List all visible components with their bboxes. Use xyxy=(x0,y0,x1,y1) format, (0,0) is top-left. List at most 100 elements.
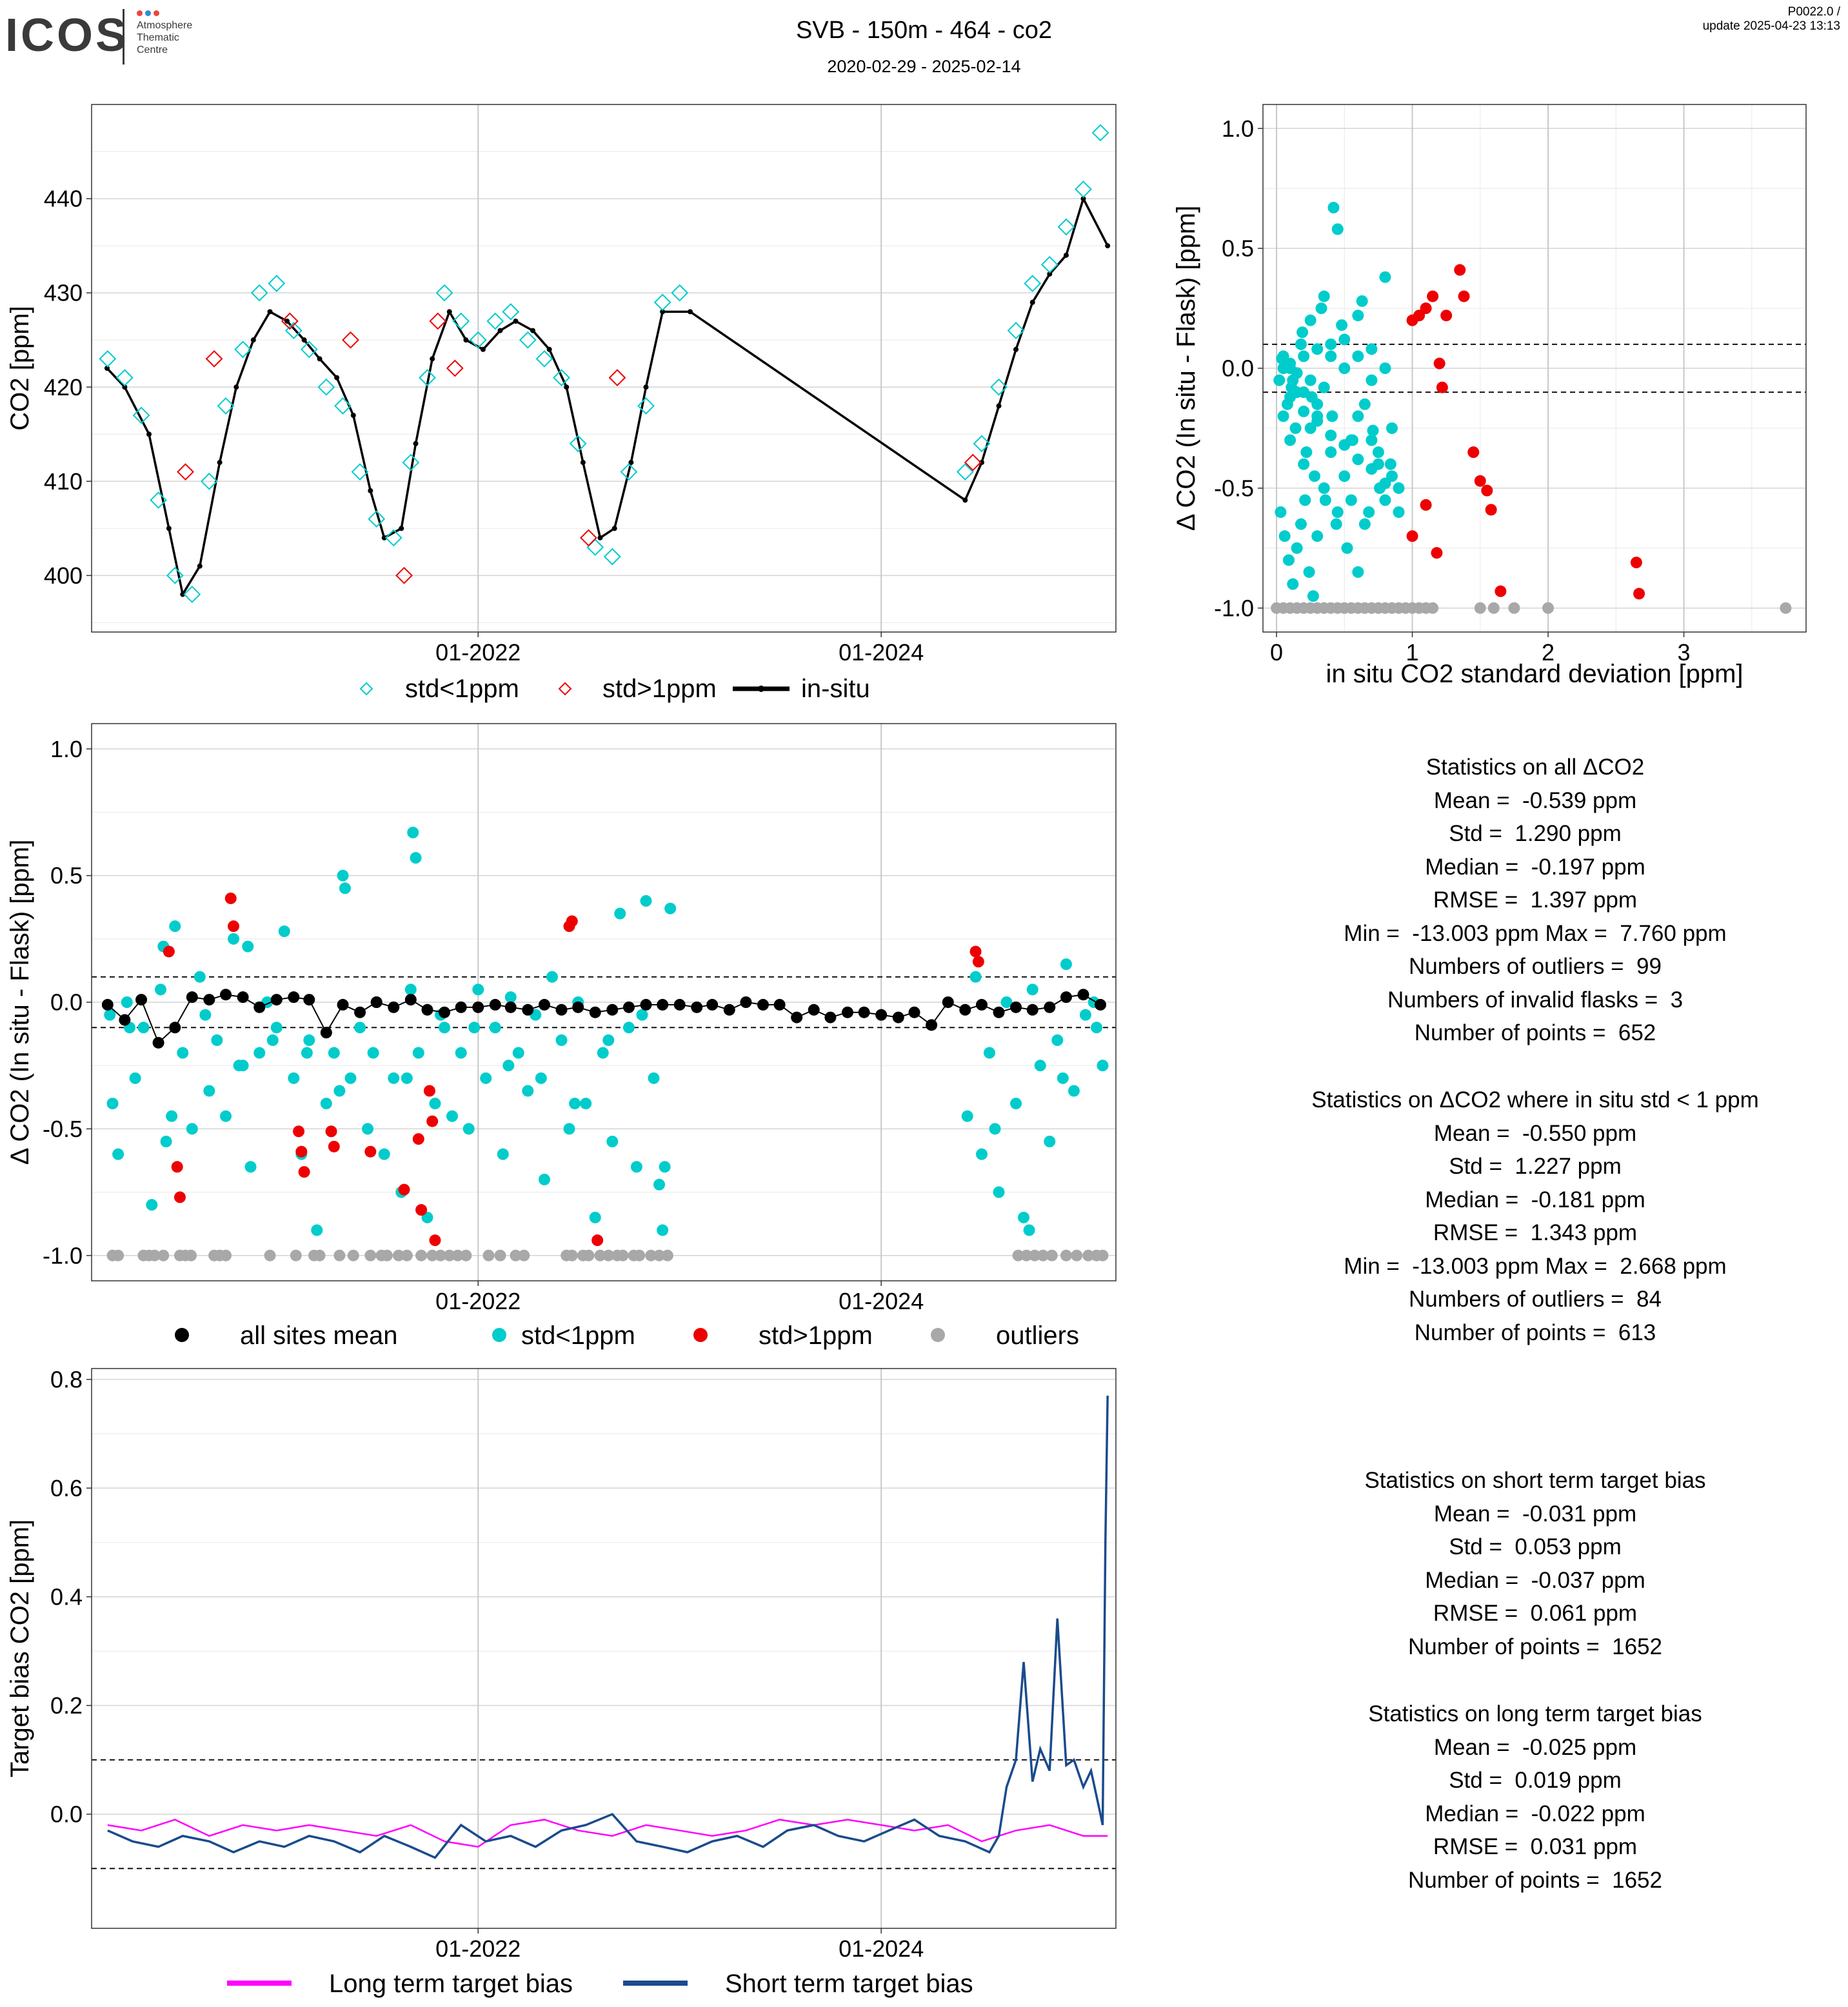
insitu-point xyxy=(996,403,1002,409)
mean-point xyxy=(773,998,786,1011)
legend-outliers-symbol xyxy=(931,1328,945,1342)
stats-line: Statistics on short term target bias xyxy=(1364,1468,1706,1493)
std-gt1-point xyxy=(1467,446,1480,459)
std-lt1-point xyxy=(630,1161,642,1173)
legend-label: outliers xyxy=(996,1321,1079,1350)
std-lt1-point xyxy=(614,907,626,920)
stats-line: Statistics on ΔCO2 where in situ std < 1… xyxy=(1311,1087,1759,1112)
std-gt1-point xyxy=(398,1183,410,1196)
std-lt1-point xyxy=(1358,518,1371,530)
legend-label: std<1ppm xyxy=(521,1321,635,1350)
mean-point xyxy=(303,994,315,1006)
std-lt1-point xyxy=(1366,343,1378,355)
std-lt1-point xyxy=(1393,482,1405,494)
std-lt1-diamond xyxy=(419,369,436,387)
insitu-point xyxy=(643,384,649,390)
outlier-point xyxy=(1427,602,1439,614)
insitu-point xyxy=(368,488,373,493)
y-tick-label: -1.0 xyxy=(1214,595,1254,621)
insitu-point xyxy=(979,460,984,466)
outlier-point xyxy=(566,1249,578,1261)
logo-subtitle-line: Thematic xyxy=(137,32,179,43)
insitu-point xyxy=(381,535,387,540)
mean-point xyxy=(640,998,652,1011)
std-gt1-diamond xyxy=(964,453,982,471)
mean-point xyxy=(555,1004,568,1016)
std-lt1-point xyxy=(472,984,484,996)
mean-point xyxy=(808,1004,820,1016)
x-tick-label: 2 xyxy=(1542,639,1555,666)
legend-label: std>1ppm xyxy=(602,675,717,703)
outlier-point xyxy=(426,1249,439,1261)
std-lt1-point xyxy=(1379,271,1391,283)
std-lt1-point xyxy=(112,1148,124,1160)
outlier-point xyxy=(494,1249,506,1261)
update-label: update 2025-04-23 13:13 xyxy=(1702,19,1840,33)
mean-point xyxy=(169,1022,181,1034)
mean-point xyxy=(203,994,215,1006)
std-lt1-point xyxy=(1352,410,1364,422)
outlier-point xyxy=(415,1249,428,1261)
std-lt1-point xyxy=(1325,338,1337,350)
insitu-point xyxy=(463,337,469,343)
std-gt1-point xyxy=(174,1191,186,1203)
std-lt1-point xyxy=(367,1047,379,1059)
std-lt1-point xyxy=(344,1072,357,1084)
insitu-point xyxy=(1029,299,1035,305)
outlier-point xyxy=(157,1249,170,1261)
std-lt1-diamond xyxy=(990,378,1008,396)
std-lt1-point xyxy=(1393,506,1405,519)
std-lt1-point xyxy=(589,1211,601,1223)
std-lt1-point xyxy=(1023,1224,1035,1236)
std-lt1-diamond xyxy=(368,510,386,528)
std-gt1-point xyxy=(1440,310,1453,322)
std-lt1-point xyxy=(969,971,982,983)
y-tick-label: 0.0 xyxy=(50,1801,83,1828)
std-lt1-point xyxy=(1304,314,1316,326)
std-lt1-point xyxy=(429,1098,441,1110)
stats-dco2-std-lt1: Statistics on ΔCO2 where in situ std < 1… xyxy=(1264,1083,1806,1349)
stats-line: Statistics on long term target bias xyxy=(1368,1701,1702,1726)
insitu-point xyxy=(197,563,203,569)
std-lt1-point xyxy=(1311,530,1324,542)
stats-line: RMSE = 1.397 ppm xyxy=(1433,887,1638,913)
y-tick-label: 0.0 xyxy=(1222,355,1254,382)
mean-point xyxy=(439,1006,451,1018)
insitu-point xyxy=(962,497,968,503)
stats-line: Median = -0.037 ppm xyxy=(1425,1567,1645,1593)
x-tick-label: 01-2024 xyxy=(839,639,924,666)
outlier-point xyxy=(148,1249,161,1261)
std-lt1-diamond xyxy=(183,586,201,603)
std-lt1-point xyxy=(1311,343,1324,355)
insitu-point xyxy=(180,591,186,597)
std-lt1-point xyxy=(1000,996,1013,1008)
outlier-point xyxy=(617,1249,629,1261)
std-lt1-point xyxy=(339,882,351,895)
std-lt1-point xyxy=(1308,470,1320,482)
std-lt1-point xyxy=(1276,353,1288,365)
std-lt1-point xyxy=(1352,310,1364,322)
target-bias-chart: 0.0 0.2 0.4 0.6 0.8 01-2022 01-2024 Target bias… xyxy=(6,1366,1117,1998)
insitu-point xyxy=(497,328,503,333)
mean-point xyxy=(119,1014,131,1026)
std-lt1-point xyxy=(446,1110,459,1122)
mean-point xyxy=(572,1001,584,1013)
stats-line: Median = -0.181 ppm xyxy=(1425,1187,1645,1212)
std-lt1-point xyxy=(439,1022,451,1034)
mean-point xyxy=(320,1027,332,1039)
stats-line: Median = -0.197 ppm xyxy=(1425,854,1645,880)
stats-line: Mean = -0.031 ppm xyxy=(1433,1501,1637,1527)
std-lt1-point xyxy=(228,933,240,945)
stats-line: Numbers of outliers = 99 xyxy=(1409,954,1662,979)
insitu-point xyxy=(413,440,419,446)
std-lt1-point xyxy=(320,1098,332,1110)
std-lt1-diamond xyxy=(620,463,638,481)
stats-line: Statistics on all ΔCO2 xyxy=(1426,755,1645,780)
std-gt1-diamond xyxy=(395,566,413,584)
std-lt1-diamond xyxy=(132,406,150,424)
std-lt1-point xyxy=(653,1178,666,1191)
mean-point xyxy=(740,996,752,1008)
insitu-point xyxy=(104,366,110,371)
delta-co2-timeseries-chart: -1.0 -0.5 0.0 0.5 1.0 01-2022 01-2024 Δ CO2 (In… xyxy=(6,723,1117,1350)
std-lt1-point xyxy=(121,996,133,1008)
